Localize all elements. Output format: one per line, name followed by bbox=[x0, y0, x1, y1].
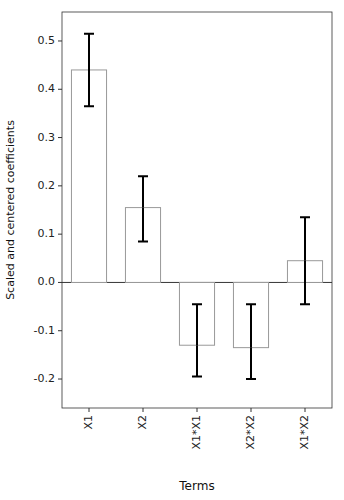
y-tick bbox=[58, 40, 62, 41]
bar bbox=[233, 282, 268, 347]
chart-svg: -0.2 -0.1 0.0 0.1 0.2 0.3 0.4 0.5 X1 X2 X1*X1 X2*X2… bbox=[0, 0, 344, 500]
error-bar-lower bbox=[300, 261, 310, 304]
chart-container: -0.2 -0.1 0.0 0.1 0.2 0.3 0.4 0.5 X1 X2 X1*X1 X2*X2… bbox=[0, 0, 344, 500]
error-bar-upper bbox=[300, 217, 310, 260]
x-tick bbox=[305, 408, 306, 412]
y-tick bbox=[58, 137, 62, 138]
error-bar-lower bbox=[84, 70, 94, 106]
bar bbox=[71, 70, 106, 282]
y-tick-label: 0.2 bbox=[38, 179, 56, 192]
y-tick-label: 0.3 bbox=[38, 131, 56, 144]
y-tick-label: 0.4 bbox=[38, 82, 56, 95]
y-tick bbox=[58, 89, 62, 90]
error-bar-lower bbox=[246, 348, 256, 379]
y-tick bbox=[58, 282, 62, 283]
error-bar-upper bbox=[84, 34, 94, 70]
y-axis-label: Scaled and centered coefficients bbox=[4, 120, 17, 300]
bar bbox=[179, 282, 214, 345]
error-bar-upper bbox=[192, 304, 202, 345]
x-tick-label: X2 bbox=[136, 415, 149, 430]
y-tick bbox=[58, 330, 62, 331]
marks bbox=[62, 34, 332, 379]
x-tick-label: X1*X2 bbox=[298, 415, 311, 450]
plot-frame bbox=[62, 12, 332, 408]
x-tick bbox=[197, 408, 198, 412]
y-tick bbox=[58, 234, 62, 235]
x-tick-label: X2*X2 bbox=[244, 415, 257, 450]
x-tick bbox=[251, 408, 252, 412]
y-tick bbox=[58, 185, 62, 186]
error-bar-lower bbox=[138, 208, 148, 242]
bar bbox=[125, 208, 160, 283]
x-tick-label: X1*X1 bbox=[190, 415, 203, 450]
y-tick-label: 0.1 bbox=[38, 227, 56, 240]
y-tick-label: 0.5 bbox=[38, 34, 56, 47]
x-tick-label: X1 bbox=[82, 415, 95, 430]
x-axis-label: Terms bbox=[178, 479, 214, 493]
x-tick bbox=[89, 408, 90, 412]
y-tick-label: -0.2 bbox=[34, 372, 55, 385]
y-tick bbox=[58, 379, 62, 380]
x-tick bbox=[143, 408, 144, 412]
error-bar-upper bbox=[138, 176, 148, 207]
y-tick-label: 0.0 bbox=[38, 275, 56, 288]
y-tick-label: -0.1 bbox=[34, 324, 55, 337]
error-bar-upper bbox=[246, 304, 256, 347]
error-bar-lower bbox=[192, 345, 202, 376]
